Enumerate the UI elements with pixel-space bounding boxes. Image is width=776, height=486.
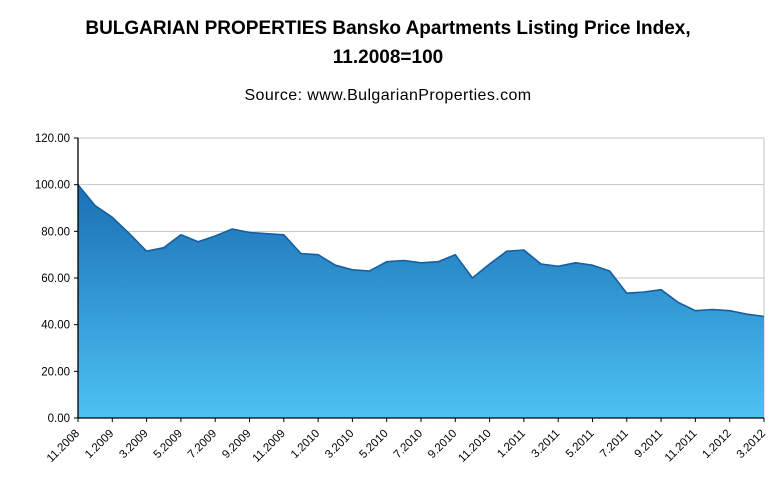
svg-text:20.00: 20.00 bbox=[41, 366, 70, 378]
chart-area-container: 0.00 20.00 40.00 60.00 80.00 100.00 120.00 11.2… bbox=[0, 126, 776, 486]
svg-text:0.00: 0.00 bbox=[48, 413, 70, 425]
svg-text:3.2012: 3.2012 bbox=[735, 428, 768, 461]
svg-text:80.00: 80.00 bbox=[41, 226, 70, 238]
svg-text:120.00: 120.00 bbox=[35, 133, 70, 145]
chart-title: BULGARIAN PROPERTIES Bansko Apartments L… bbox=[0, 0, 776, 73]
svg-text:1.2012: 1.2012 bbox=[700, 428, 733, 461]
svg-text:40.00: 40.00 bbox=[41, 320, 70, 332]
svg-text:1.2009: 1.2009 bbox=[83, 428, 116, 461]
svg-text:5.2009: 5.2009 bbox=[152, 428, 185, 461]
svg-text:11.2010: 11.2010 bbox=[456, 428, 493, 465]
svg-text:11.2008: 11.2008 bbox=[45, 428, 82, 465]
svg-text:1.2010: 1.2010 bbox=[289, 428, 322, 461]
svg-text:3.2009: 3.2009 bbox=[117, 428, 150, 461]
svg-text:100.00: 100.00 bbox=[35, 180, 70, 192]
chart-title-line1: BULGARIAN PROPERTIES Bansko Apartments L… bbox=[85, 18, 691, 39]
svg-text:7.2010: 7.2010 bbox=[392, 428, 425, 461]
svg-text:1.2011: 1.2011 bbox=[495, 428, 528, 461]
svg-text:3.2010: 3.2010 bbox=[323, 428, 356, 461]
svg-text:60.00: 60.00 bbox=[41, 273, 70, 285]
svg-text:9.2009: 9.2009 bbox=[220, 428, 253, 461]
svg-text:11.2011: 11.2011 bbox=[663, 428, 700, 465]
svg-text:5.2011: 5.2011 bbox=[564, 428, 597, 461]
svg-text:3.2011: 3.2011 bbox=[530, 428, 563, 461]
svg-text:7.2011: 7.2011 bbox=[598, 428, 631, 461]
svg-text:11.2009: 11.2009 bbox=[251, 428, 288, 465]
svg-text:9.2010: 9.2010 bbox=[426, 428, 459, 461]
chart-source: Source: www.BulgarianProperties.com bbox=[244, 86, 532, 104]
svg-text:9.2011: 9.2011 bbox=[632, 428, 665, 461]
svg-text:5.2010: 5.2010 bbox=[357, 428, 390, 461]
svg-text:7.2009: 7.2009 bbox=[186, 428, 219, 461]
price-index-chart: 0.00 20.00 40.00 60.00 80.00 100.00 120.00 11.2… bbox=[35, 133, 768, 465]
chart-title-line2: 11.2008=100 bbox=[332, 47, 444, 69]
